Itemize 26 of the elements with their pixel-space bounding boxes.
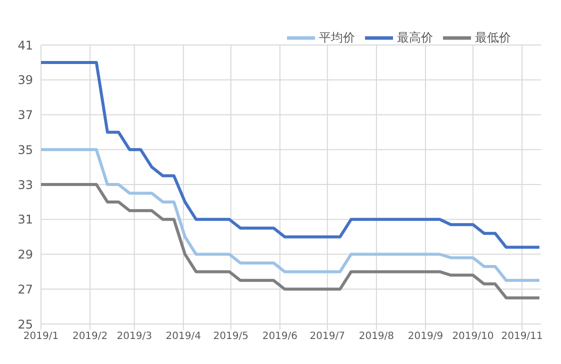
y-tick-label: 41 [18,38,33,52]
x-tick-label: 2019/5 [213,331,248,342]
line-series [41,60,541,249]
x-tick-label: 2019/3 [116,331,152,342]
y-tick-label: 25 [18,317,33,332]
x-tick-label: 2019/1 [23,331,59,342]
line-series [41,148,541,282]
x-tick-label: 2019/2 [72,331,108,342]
x-tick-label: 2019/7 [310,331,345,342]
x-tick-label: 2019/9 [408,331,444,342]
x-tick-label: 2019/6 [262,331,298,342]
x-tick-label: 2019/8 [358,331,394,342]
legend-label: 平均价 [319,30,355,44]
legend-label: 最低价 [475,30,511,44]
x-tick-label: 2019/10 [452,331,494,342]
y-tick-label: 27 [18,282,33,296]
y-tick-label: 31 [18,212,33,227]
y-tick-label: 33 [18,178,33,192]
legend-label: 最高价 [397,30,433,44]
x-tick-label: 2019/11 [501,331,543,342]
line-series [41,183,541,300]
y-tick-label: 39 [18,73,33,88]
y-tick-label: 35 [18,142,33,157]
y-tick-label: 37 [18,108,33,122]
y-tick-label: 29 [18,248,33,262]
x-tick-label: 2019/4 [166,331,201,342]
